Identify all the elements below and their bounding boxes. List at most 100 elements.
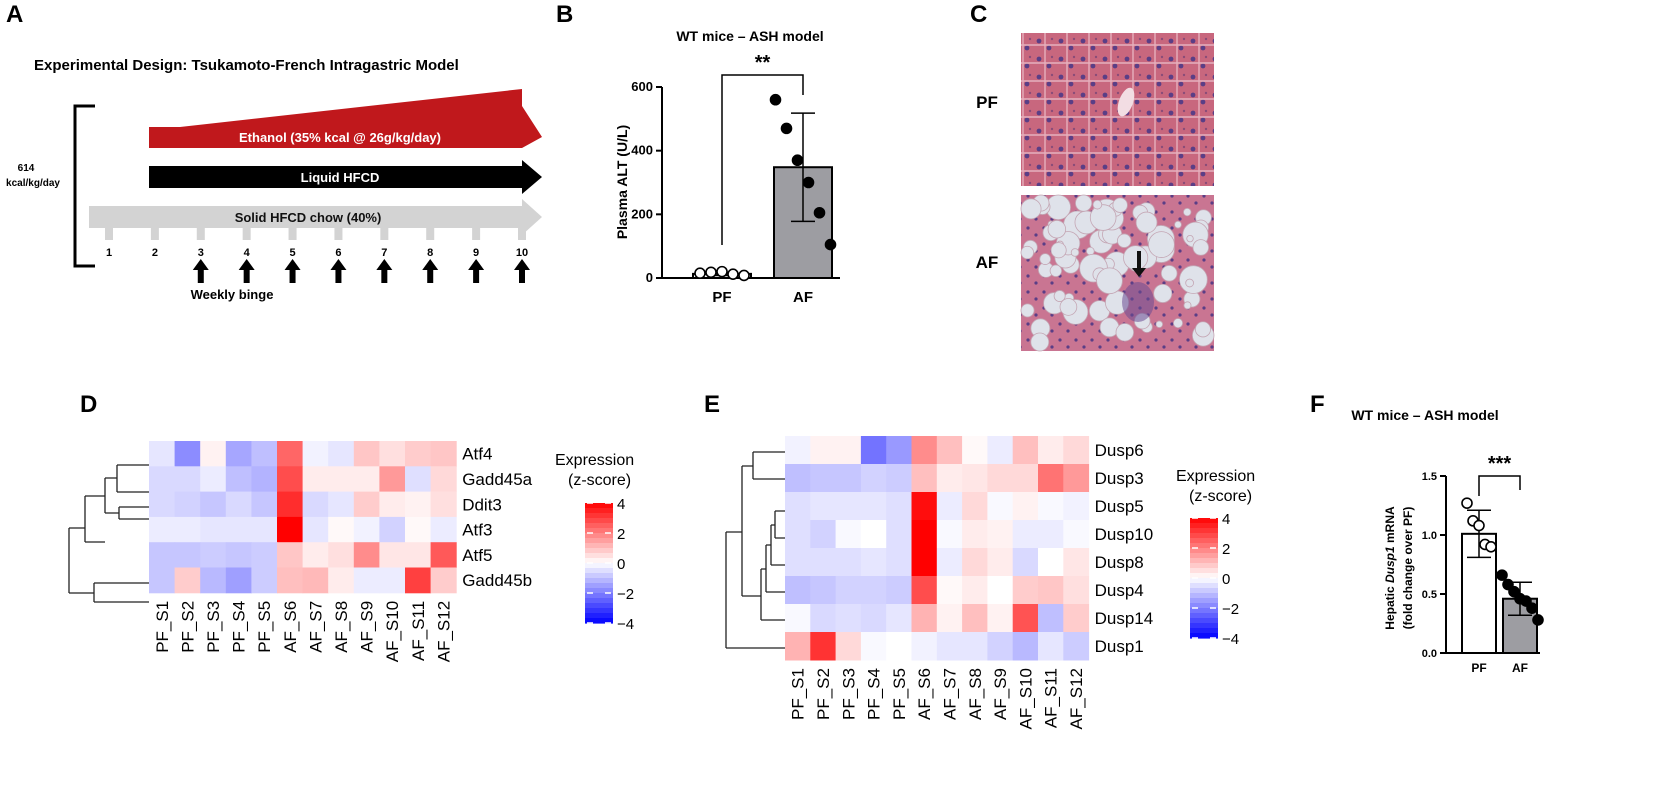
heatmap-cell <box>886 604 912 633</box>
heatmap-cell <box>1063 492 1090 521</box>
colorbar-segment <box>585 608 613 614</box>
colorbar-segment <box>585 603 613 609</box>
colorbar-segment <box>1190 628 1218 634</box>
heatmap-cell <box>886 576 912 605</box>
heatmap-cell <box>1063 548 1090 577</box>
heatmap-cell <box>200 441 227 467</box>
heatmap-cell <box>886 436 912 465</box>
lipid-droplet <box>1135 211 1158 234</box>
heatmap-column-label: AF_S10 <box>1016 668 1035 729</box>
heatmap-cell <box>379 516 406 543</box>
heatmap-cell <box>936 604 963 633</box>
diet-bracket <box>73 104 95 268</box>
heatmap-cell <box>1038 464 1064 493</box>
heatmap-cell <box>962 492 988 521</box>
heatmap-cell <box>785 436 811 465</box>
heatmap-cell <box>225 491 252 518</box>
heatmap-cell <box>251 466 278 493</box>
colorbar-segment <box>585 513 613 519</box>
heatmap-cell <box>353 491 380 518</box>
heatmap-cell <box>200 567 227 594</box>
hfcd-arrow <box>149 160 542 194</box>
colorbar-segment <box>585 593 613 599</box>
heatmap-cell <box>174 567 201 594</box>
heatmap-cell <box>860 604 887 633</box>
heatmap-row-label: Gadd45a <box>462 470 532 489</box>
heatmap-row-label: Dusp4 <box>1095 581 1144 600</box>
heatmap-cell <box>405 491 432 518</box>
colorbar-segment <box>585 533 613 539</box>
heatmap-cell <box>860 548 887 577</box>
heatmap-cell <box>911 492 938 521</box>
y-tick-label: 1.5 <box>1422 471 1437 483</box>
heatmap-row-label: Atf4 <box>462 445 492 464</box>
heatmap-cell <box>1012 436 1039 465</box>
heatmap-cell <box>277 491 304 518</box>
heatmap-cell <box>174 542 201 568</box>
lipid-droplet <box>1153 283 1173 303</box>
inflammatory-infiltrate <box>1122 282 1154 322</box>
heatmap-cell <box>353 441 380 467</box>
heatmap-cell <box>936 492 963 521</box>
heatmap-cell <box>835 520 862 549</box>
week-label: 8 <box>427 247 433 259</box>
lipid-droplet <box>1115 323 1135 342</box>
panel-letter-b: B <box>556 1 573 28</box>
colorbar-segment <box>585 528 613 534</box>
panel-letter-c: C <box>970 1 987 28</box>
colorbar-segment <box>1190 533 1218 539</box>
inflammation-arrow-icon <box>1132 251 1146 277</box>
heatmap-cell <box>936 436 963 465</box>
heatmap-cell <box>302 567 329 594</box>
heatmap-cell <box>353 516 380 543</box>
binge-arrow-icon <box>192 259 209 283</box>
chart-f-ylabel-unit: (fold change over PF) <box>1401 507 1415 630</box>
heatmap-cell <box>911 520 938 549</box>
lipid-droplet <box>1123 245 1149 271</box>
lipid-droplet <box>1053 290 1066 302</box>
heatmap-cell <box>886 492 912 521</box>
heatmap-cell <box>379 441 406 467</box>
heatmap-d: Atf4 Gadd45a Ddit3 Atf3 Atf5 Gadd45b PF_S1 PF_S… <box>149 441 533 662</box>
histology-pf-label: PF <box>976 93 998 112</box>
heatmap-cell <box>1012 548 1039 577</box>
heatmap-cell <box>911 436 938 465</box>
y-tick-label: 0 <box>646 270 653 285</box>
heatmap-cell <box>785 576 811 605</box>
heatmap-cell <box>251 516 278 543</box>
heatmap-cell <box>911 548 938 577</box>
lipid-droplet <box>1020 245 1034 260</box>
dendrogram-d <box>68 464 149 603</box>
week-label: 6 <box>335 247 341 259</box>
heatmap-cell <box>1038 548 1064 577</box>
heatmap-cell <box>225 567 252 594</box>
heatmap-cell <box>277 466 304 493</box>
lipid-droplet <box>1059 298 1078 316</box>
heatmap-cell <box>277 542 304 568</box>
colorbar-tick-label: 2 <box>617 526 625 543</box>
lipid-droplet <box>1155 320 1164 328</box>
y-tick-label: 0.0 <box>1422 648 1437 660</box>
heatmap-cell <box>200 491 227 518</box>
heatmap-cell <box>860 632 887 661</box>
heatmap-row-label: Dusp6 <box>1095 441 1144 460</box>
colorbar-segment <box>1190 538 1218 544</box>
heatmap-cell <box>1063 464 1090 493</box>
heatmap-cell <box>149 516 176 543</box>
heatmap-cell <box>1012 520 1039 549</box>
heatmap-column-label: AF_S9 <box>991 668 1010 720</box>
data-point <box>1526 602 1538 614</box>
legend-e-title-1: Expression <box>1176 468 1255 485</box>
heatmap-cell <box>302 516 329 543</box>
heatmap-column-label: PF_S3 <box>839 668 858 720</box>
week-ticks: 1 2 3 4 5 6 7 8 9 10 <box>105 228 530 283</box>
week-label: 5 <box>289 247 295 259</box>
heatmap-cell <box>860 576 887 605</box>
lipid-droplet <box>1039 253 1052 265</box>
panel-d-heatmap: Atf4 Gadd45a Ddit3 Atf3 Atf5 Gadd45b PF_S1 PF_S… <box>68 441 634 662</box>
heatmap-cell <box>1012 632 1039 661</box>
chart-b-ylabel: Plasma ALT (U/L) <box>614 125 630 239</box>
heatmap-cell <box>936 464 963 493</box>
colorbar-segment <box>585 588 613 594</box>
colorbar-segment <box>1190 548 1218 554</box>
